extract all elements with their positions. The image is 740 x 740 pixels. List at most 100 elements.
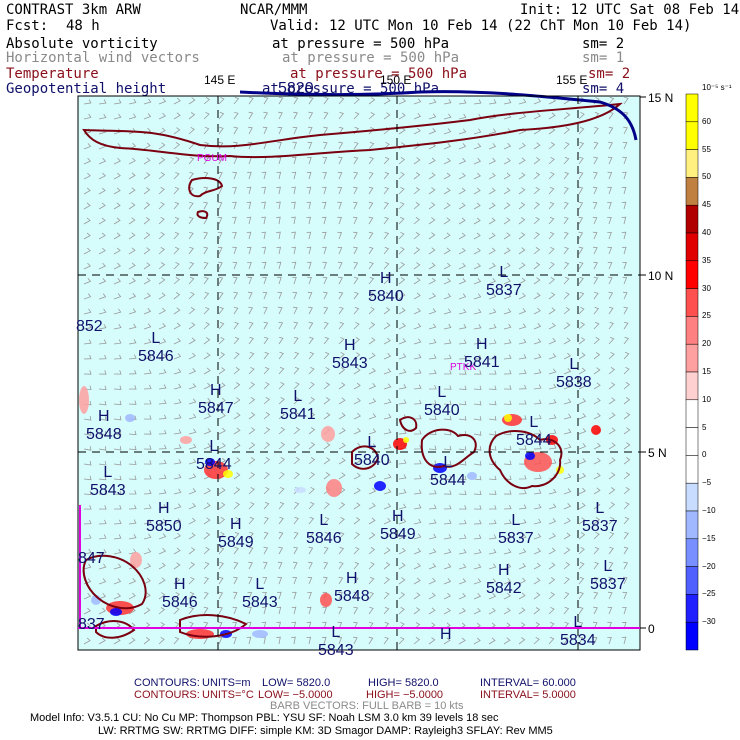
- wind-barb: [98, 461, 107, 466]
- wind-barb: [306, 171, 312, 180]
- wind-barb: [83, 475, 92, 481]
- wind-barb: [548, 429, 557, 435]
- wind-barb: [263, 96, 269, 105]
- wind-barb: [622, 607, 627, 615]
- wind-barb: [593, 591, 599, 600]
- wind-barb: [593, 531, 600, 540]
- wind-barb: [473, 143, 482, 150]
- vorticity-shading: [79, 386, 601, 639]
- wind-barb: [218, 382, 226, 390]
- wind-barb: [473, 563, 482, 570]
- wind-barb: [188, 517, 196, 525]
- wind-barb: [158, 216, 165, 225]
- wind-barb: [158, 518, 167, 525]
- height-label-kind: L: [255, 576, 265, 593]
- wind-barb: [307, 291, 313, 300]
- wind-barb: [98, 370, 107, 375]
- wind-barb: [158, 577, 166, 585]
- wind-barb: [158, 399, 167, 405]
- wind-barb: [473, 187, 481, 195]
- wind-barb: [443, 415, 452, 421]
- wind-barb: [98, 519, 107, 525]
- height-label-kind: L: [443, 454, 453, 471]
- wind-barb: [428, 217, 436, 225]
- wind-barb: [518, 323, 527, 330]
- wind-barb: [247, 276, 253, 285]
- wind-barb: [563, 413, 572, 420]
- wind-barb: [578, 111, 585, 120]
- wind-barb: [188, 97, 196, 105]
- wind-barb: [308, 111, 314, 120]
- wind-barb: [563, 591, 570, 600]
- wind-barb: [218, 546, 225, 555]
- wind-barb: [578, 576, 585, 585]
- wind-barb: [488, 172, 496, 180]
- wind-barb: [83, 157, 92, 165]
- wind-barb: [519, 400, 527, 405]
- wind-barb: [488, 490, 497, 495]
- wind-barb: [563, 171, 570, 180]
- wind-barb: [428, 415, 437, 420]
- wind-barb: [413, 637, 421, 645]
- wind-barb: [233, 442, 241, 450]
- wind-barb: [563, 576, 570, 585]
- wind-barb: [473, 431, 482, 436]
- wind-barb: [503, 98, 512, 105]
- wind-barb: [143, 563, 152, 570]
- wind-barb: [443, 548, 452, 555]
- wind-barb: [246, 636, 252, 645]
- colorbar-level: −25: [702, 589, 716, 599]
- wind-barb: [158, 292, 166, 300]
- wind-barb: [323, 397, 331, 405]
- wind-barb: [563, 606, 570, 615]
- wind-barb: [203, 276, 209, 285]
- wind-barb: [98, 548, 107, 555]
- wind-barb: [322, 621, 327, 630]
- wind-barb: [488, 519, 497, 525]
- wind-barb: [488, 339, 497, 345]
- vorticity-blob: [374, 481, 386, 491]
- wind-barb: [413, 98, 422, 105]
- contours2-low: LOW= −5.0000: [258, 689, 333, 701]
- height-label-value: 5849: [218, 534, 254, 551]
- height-label: L 5844: [196, 438, 232, 474]
- wind-barb: [413, 459, 422, 465]
- wind-barb: [608, 412, 616, 420]
- wind-barb: [398, 592, 406, 600]
- wind-barb: [233, 291, 239, 300]
- wind-barb: [293, 336, 299, 345]
- wind-barb: [578, 306, 585, 315]
- wind-barb: [248, 96, 254, 105]
- height-label: L 5843: [90, 464, 126, 500]
- height-label-value: 5850: [146, 518, 182, 535]
- wind-barb: [113, 247, 121, 255]
- wind-barb: [203, 517, 211, 525]
- wind-barb: [218, 517, 226, 525]
- wind-barb: [548, 277, 555, 285]
- wind-barb: [578, 487, 586, 495]
- wind-barb: [443, 637, 451, 645]
- wind-barb: [368, 261, 374, 270]
- wind-barb: [323, 546, 329, 555]
- wind-barb: [548, 186, 555, 195]
- wind-barb: [398, 562, 406, 570]
- wind-barb: [608, 442, 616, 450]
- wind-barb: [368, 487, 377, 495]
- wind-barb: [143, 308, 152, 315]
- wind-barb: [563, 127, 570, 135]
- wind-barb: [368, 112, 375, 120]
- height-label-value: 5838: [556, 374, 592, 391]
- height-label: L 5844: [430, 454, 466, 490]
- wind-barb: [458, 99, 467, 105]
- height-label-kind: H: [230, 516, 242, 533]
- wind-barb: [293, 412, 300, 420]
- wind-barb: [473, 354, 482, 360]
- wind-barb: [413, 562, 421, 570]
- wind-barb: [548, 157, 555, 165]
- wind-barb: [203, 367, 211, 375]
- wind-barb: [217, 246, 223, 255]
- wind-barb: [203, 576, 210, 585]
- wind-barb: [323, 516, 330, 525]
- wind-barb: [233, 412, 241, 420]
- wind-barb: [578, 141, 585, 150]
